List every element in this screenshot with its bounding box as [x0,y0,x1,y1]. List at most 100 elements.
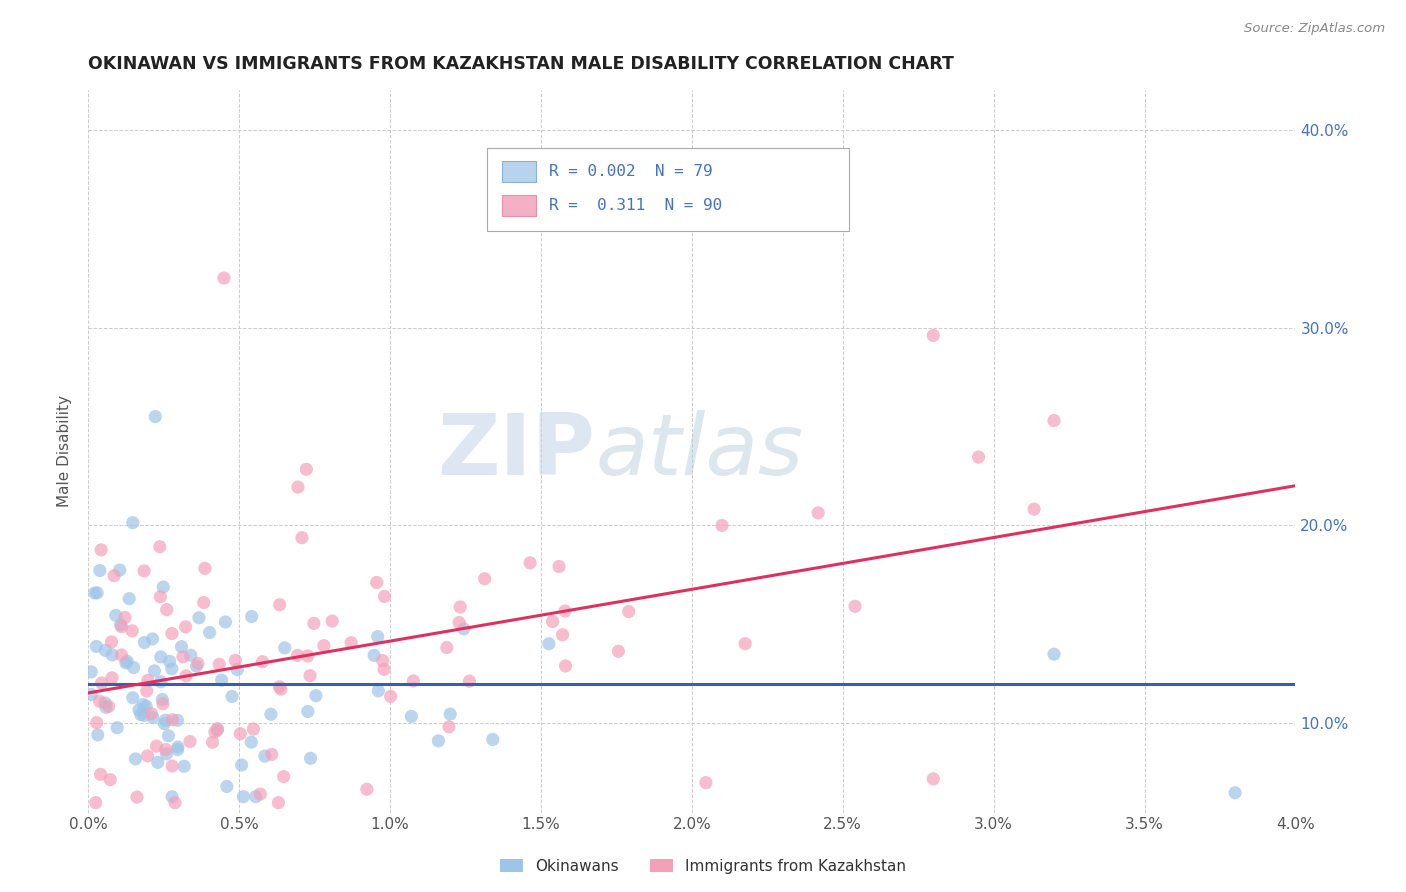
Point [142,710,165,724]
Point [437,720,460,734]
Point [299,669,322,683]
FancyBboxPatch shape [502,194,536,217]
Point [967,450,990,464]
Point [172,649,194,664]
Legend: Okinawans, Immigrants from Kazakhstan: Okinawans, Immigrants from Kazakhstan [494,853,912,880]
Point [186,659,208,673]
Point [155,713,177,727]
Point [149,540,172,554]
Point [87,728,110,742]
Point [122,660,145,674]
Point [108,563,131,577]
Point [114,610,136,624]
Point [152,580,174,594]
Point [100,635,122,649]
Point [143,664,166,678]
Point [170,640,193,654]
Point [734,637,756,651]
Point [617,605,640,619]
Point [105,721,128,735]
Point [160,759,183,773]
Point [97,699,120,714]
Point [146,756,169,770]
Point [537,637,560,651]
Point [152,697,174,711]
Point [198,625,221,640]
Point [166,742,188,756]
Point [439,707,461,722]
Point [548,559,571,574]
Point [149,649,172,664]
Point [90,767,112,781]
Point [1043,413,1066,427]
Point [86,586,108,600]
Point [1223,786,1246,800]
Point [160,789,183,804]
Point [89,694,111,708]
Point [551,628,574,642]
Point [98,772,121,787]
Point [305,689,328,703]
Point [201,735,224,749]
Y-axis label: Male Disability: Male Disability [58,395,72,508]
Point [160,626,183,640]
Text: atlas: atlas [595,409,803,492]
Point [207,723,229,737]
Point [121,516,143,530]
Point [291,531,314,545]
Point [149,674,172,689]
Point [402,673,425,688]
Point [299,751,322,765]
Point [474,572,496,586]
Text: Source: ZipAtlas.com: Source: ZipAtlas.com [1244,22,1385,36]
Point [211,673,233,688]
Point [287,648,309,663]
Point [129,707,152,722]
Point [224,653,246,667]
Point [844,599,866,614]
Point [101,671,124,685]
Point [83,586,105,600]
Point [270,682,292,697]
Point [215,780,238,794]
Point [401,709,423,723]
Point [118,591,141,606]
Point [167,739,190,754]
Point [541,615,564,629]
Point [607,644,630,658]
FancyBboxPatch shape [502,161,536,183]
Point [695,775,717,789]
Point [229,727,252,741]
Point [110,648,132,662]
Point [449,615,471,630]
Point [84,796,107,810]
Point [373,590,395,604]
Point [212,271,235,285]
Point [86,640,108,654]
Point [94,696,117,710]
Point [240,609,263,624]
Point [193,595,215,609]
Point [194,561,217,575]
Point [160,662,183,676]
Point [174,620,197,634]
Point [231,758,253,772]
Point [159,654,181,668]
Point [141,632,163,646]
Point [90,542,112,557]
Point [94,643,117,657]
Point [312,639,335,653]
Point [136,673,159,688]
Point [156,602,179,616]
FancyBboxPatch shape [486,148,849,231]
Point [363,648,385,663]
Point [373,662,395,676]
Point [157,729,180,743]
Point [340,636,363,650]
Point [1022,502,1045,516]
Point [554,659,576,673]
Point [155,742,177,756]
Point [135,684,157,698]
Point [380,690,402,704]
Point [80,688,103,702]
